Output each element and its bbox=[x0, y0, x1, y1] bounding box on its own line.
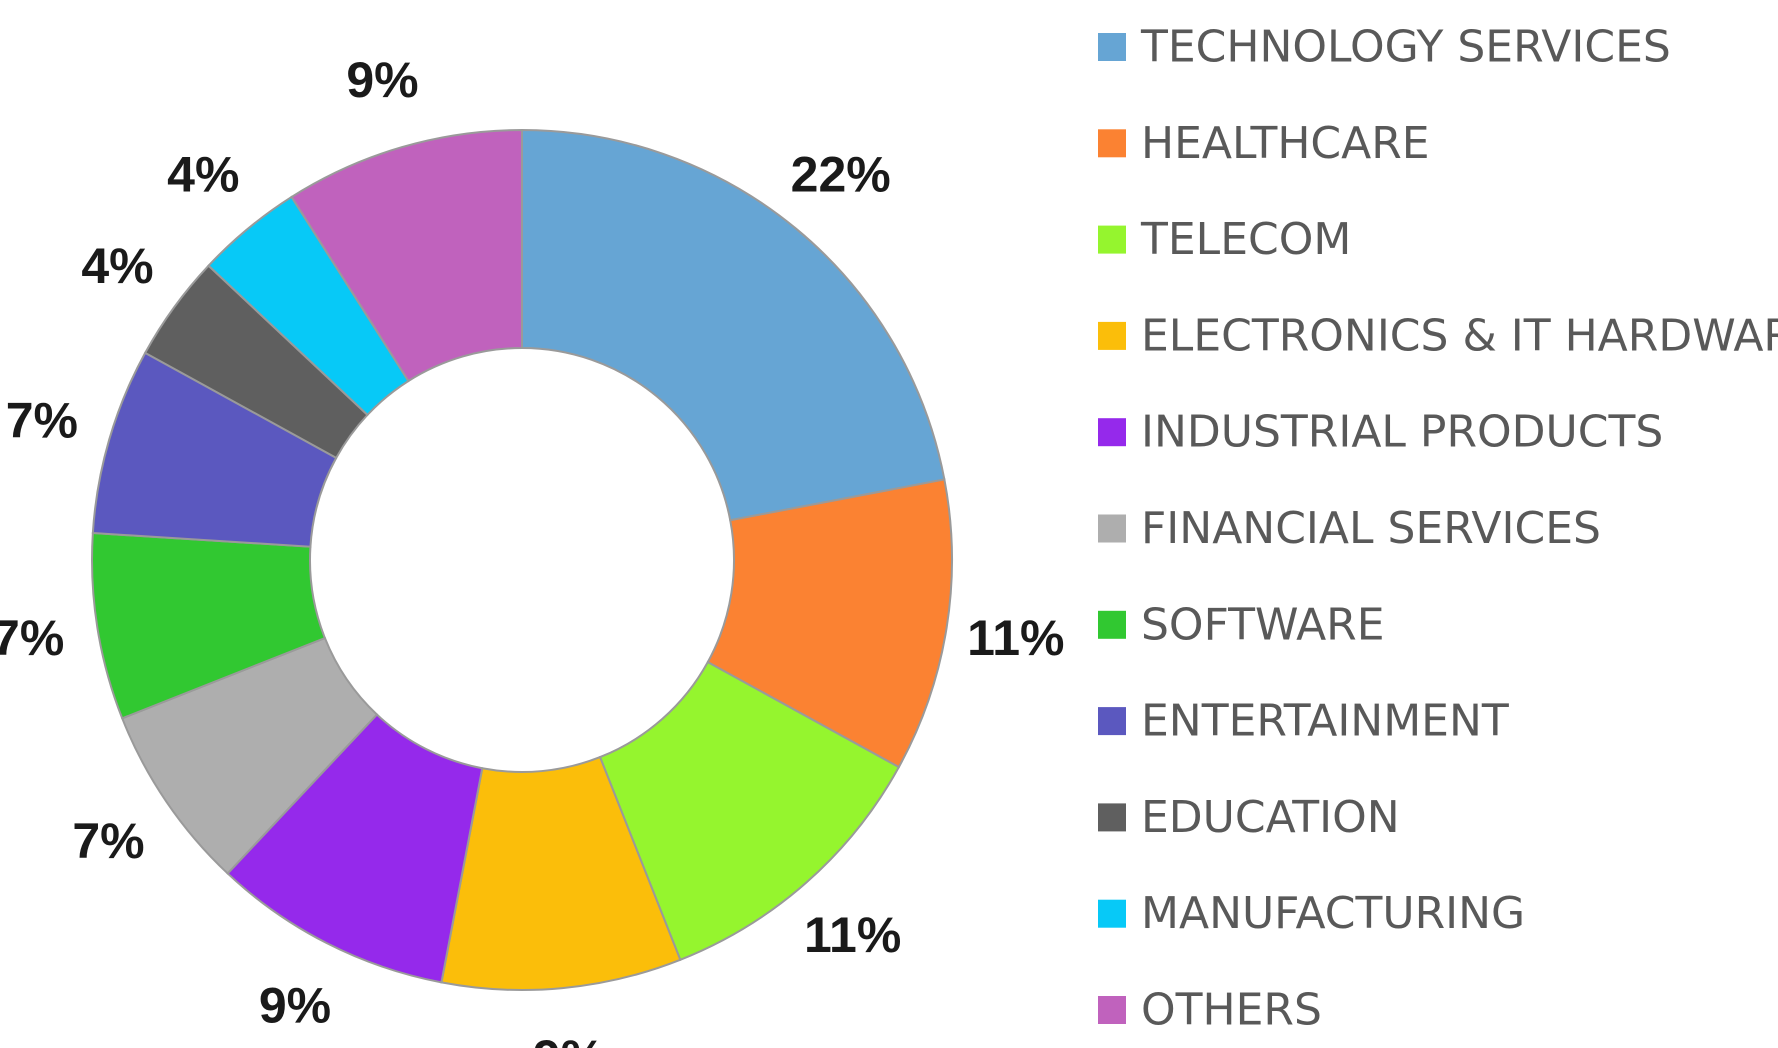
data-labels: 22% 11% 11% 9% 9% 7% 7% 7% 4%4% 9% bbox=[0, 52, 1065, 1048]
legend-label: SOFTWARE bbox=[1141, 599, 1385, 650]
legend-item-electronics-and-it-hardware: ELECTRONICS & IT HARDWARE bbox=[1098, 310, 1778, 361]
legend-label: MANUFACTURING bbox=[1141, 888, 1525, 939]
legend-item-financial-services: FINANCIAL SERVICES bbox=[1098, 503, 1601, 554]
legend-swatch bbox=[1098, 610, 1126, 639]
data-label-industrial-products: 9% bbox=[259, 978, 331, 1034]
legend-label: EDUCATION bbox=[1141, 792, 1400, 843]
donut-slices bbox=[91, 128, 953, 992]
data-label-entertainment: 7% bbox=[6, 393, 78, 449]
legend-swatch bbox=[1098, 33, 1126, 61]
data-label-education: 4% bbox=[81, 238, 153, 294]
legend-label: INDUSTRIAL PRODUCTS bbox=[1141, 407, 1663, 458]
legend-swatch bbox=[1098, 803, 1126, 832]
legend-label: TELECOM bbox=[1140, 214, 1351, 265]
data-label-electronics-and-it-hardware: 9% bbox=[533, 1030, 605, 1048]
data-label-others: 9% bbox=[346, 52, 418, 108]
data-label-healthcare: 11% bbox=[967, 610, 1064, 666]
legend-swatch bbox=[1098, 321, 1126, 350]
slice-telecom bbox=[598, 660, 901, 962]
legend-label: HEALTHCARE bbox=[1141, 118, 1430, 169]
legend-label: FINANCIAL SERVICES bbox=[1141, 503, 1601, 554]
slice-industrial-products bbox=[226, 713, 484, 984]
data-label-manufacturing: 4% bbox=[167, 147, 239, 203]
legend-item-telecom: TELECOM bbox=[1098, 214, 1351, 265]
legend-item-manufacturing: MANUFACTURING bbox=[1098, 888, 1525, 939]
legend-label: ENTERTAINMENT bbox=[1141, 696, 1509, 747]
legend-swatch bbox=[1098, 996, 1126, 1024]
slice-others bbox=[290, 128, 523, 383]
legend-label: TECHNOLOGY SERVICES bbox=[1140, 22, 1671, 73]
data-label-telecom: 11% bbox=[804, 907, 901, 963]
legend-item-software: SOFTWARE bbox=[1098, 599, 1385, 650]
legend-swatch bbox=[1098, 707, 1126, 736]
legend-item-industrial-products: INDUSTRIAL PRODUCTS bbox=[1098, 407, 1663, 458]
slice-electronics-and-it-hardware bbox=[440, 755, 682, 992]
data-label-technology-services: 22% bbox=[791, 147, 891, 203]
legend-item-others: OTHERS bbox=[1098, 985, 1322, 1036]
legend-swatch bbox=[1098, 418, 1126, 447]
slice-technology-services bbox=[521, 128, 946, 522]
data-label-financial-services: 7% bbox=[72, 813, 144, 869]
legend-label: ELECTRONICS & IT HARDWARE bbox=[1141, 310, 1778, 361]
legend-swatch bbox=[1098, 129, 1126, 158]
legend-item-technology-services: TECHNOLOGY SERVICES bbox=[1098, 22, 1671, 73]
legend-swatch bbox=[1098, 225, 1126, 254]
data-label-software: 7% bbox=[0, 610, 64, 666]
legend-item-education: EDUCATION bbox=[1098, 792, 1400, 843]
legend-item-entertainment: ENTERTAINMENT bbox=[1098, 696, 1509, 747]
legend: TECHNOLOGY SERVICES HEALTHCARE TELECOM ELEC… bbox=[1098, 22, 1778, 1036]
legend-item-healthcare: HEALTHCARE bbox=[1098, 118, 1430, 169]
legend-label: OTHERS bbox=[1141, 985, 1322, 1036]
legend-swatch bbox=[1098, 899, 1126, 928]
legend-swatch bbox=[1098, 514, 1126, 543]
